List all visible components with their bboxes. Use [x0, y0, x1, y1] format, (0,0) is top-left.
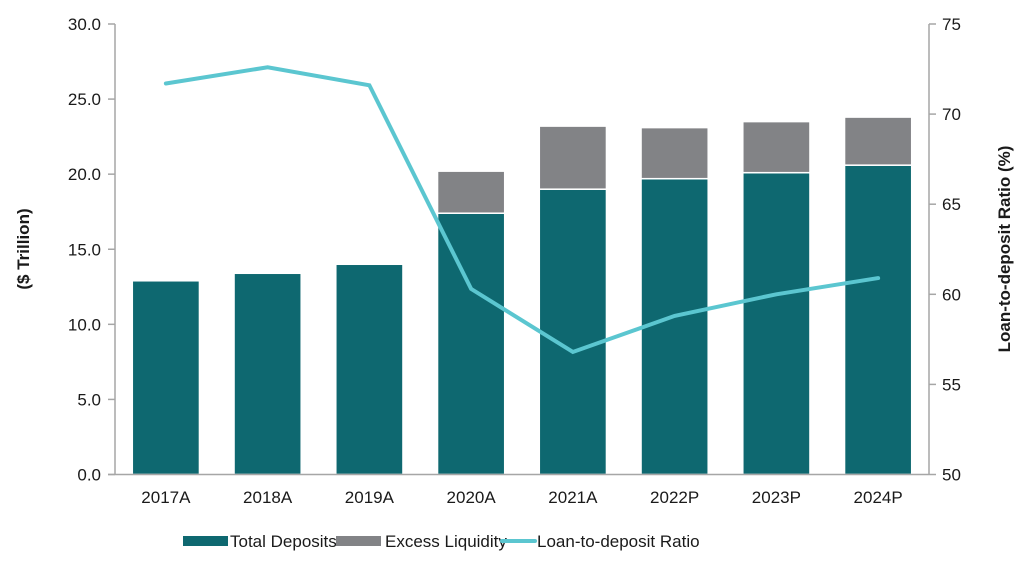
left-tick-label: 10.0	[68, 315, 101, 334]
bar-excess-liquidity-2021a	[538, 125, 608, 190]
right-tick-label: 75	[942, 15, 961, 34]
left-tick-label: 5.0	[77, 390, 101, 409]
right-tick-label: 60	[942, 285, 961, 304]
x-tick-label: 2024P	[854, 488, 903, 507]
legend-swatch-excess-liquidity	[336, 536, 381, 546]
x-tick-label: 2022P	[650, 488, 699, 507]
right-tick-label: 65	[942, 195, 961, 214]
left-tick-label: 20.0	[68, 165, 101, 184]
x-tick-label: 2018A	[243, 488, 293, 507]
bar-excess-liquidity-2023p	[742, 120, 811, 174]
bar-excess-liquidity-2024p	[843, 116, 913, 166]
left-tick-label: 30.0	[68, 15, 101, 34]
bars-layer	[131, 116, 913, 476]
bar-total-deposits-2018a	[233, 272, 302, 476]
left-tick-label: 0.0	[77, 466, 101, 485]
legend-label-excess-liquidity: Excess Liquidity	[385, 532, 507, 551]
y-axis-title: ($ Trillion)	[14, 208, 33, 289]
bar-total-deposits-2017a	[131, 280, 201, 476]
bar-total-deposits-2021a	[538, 188, 608, 476]
x-tick-label: 2019A	[345, 488, 395, 507]
bar-total-deposits-2024p	[843, 164, 913, 476]
bar-excess-liquidity-2020a	[436, 170, 506, 214]
right-tick-label: 70	[942, 105, 961, 124]
bar-total-deposits-2019a	[335, 263, 404, 476]
y2-axis-title: Loan-to-deposit Ratio (%)	[995, 146, 1014, 353]
line-loan-to-deposit-ratio	[163, 65, 881, 355]
legend-label-loan-to-deposit: Loan-to-deposit Ratio	[537, 532, 700, 551]
legend: Total Deposits Excess Liquidity Loan-to-…	[183, 532, 700, 551]
right-tick-label: 55	[942, 375, 961, 394]
legend-swatch-total-deposits	[183, 536, 228, 546]
x-axis-ticks: 2017A 2018A 2019A 2020A 2021A 2022P 2023P 2024P	[141, 488, 902, 507]
legend-label-total-deposits: Total Deposits	[230, 532, 337, 551]
x-tick-label: 2017A	[141, 488, 191, 507]
left-axis-ticks: 0.0 5.0 10.0 15.0 20.0 25.0 30.0	[68, 15, 115, 485]
right-tick-label: 50	[942, 466, 961, 485]
x-tick-label: 2020A	[447, 488, 497, 507]
left-tick-label: 15.0	[68, 240, 101, 259]
x-tick-label: 2023P	[752, 488, 801, 507]
bar-total-deposits-2020a	[436, 212, 506, 476]
line-layer	[163, 65, 881, 355]
bar-excess-liquidity-2022p	[640, 126, 709, 180]
bar-total-deposits-2023p	[742, 171, 811, 476]
left-tick-label: 25.0	[68, 90, 101, 109]
bar-total-deposits-2022p	[640, 177, 709, 476]
x-tick-label: 2021A	[548, 488, 598, 507]
right-axis-ticks: 50 55 60 65 70 75	[929, 15, 961, 485]
